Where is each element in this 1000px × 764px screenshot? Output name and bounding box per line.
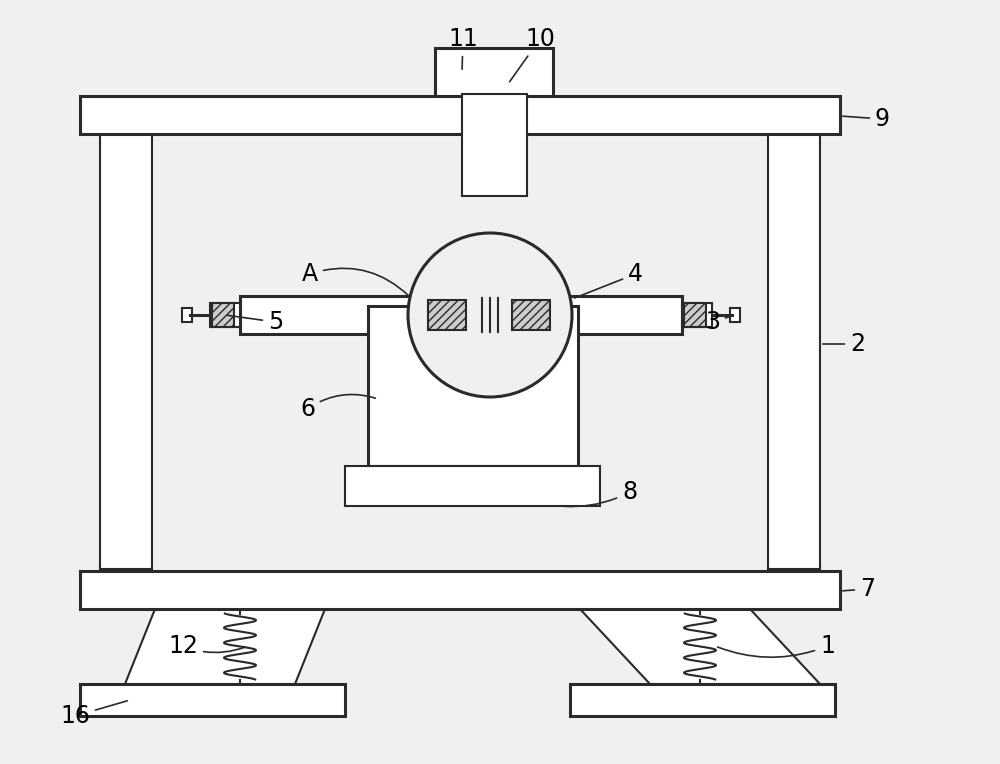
Bar [240, 296, 682, 334]
Text: 7: 7 [843, 577, 875, 601]
Text: 12: 12 [168, 634, 245, 658]
Text: A: A [302, 262, 408, 295]
Text: 2: 2 [823, 332, 865, 356]
Text: 9: 9 [843, 107, 890, 131]
Polygon shape [125, 609, 325, 684]
Text: 11: 11 [448, 27, 478, 70]
Bar [210, 303, 240, 327]
Polygon shape [580, 609, 820, 684]
Bar [570, 684, 835, 716]
Text: 6: 6 [300, 394, 375, 421]
Bar [435, 48, 553, 96]
Bar [80, 96, 840, 134]
Bar [368, 306, 578, 466]
Bar [768, 134, 820, 569]
Bar [682, 303, 712, 327]
Bar [428, 300, 466, 330]
Bar [182, 308, 192, 322]
Bar [80, 684, 345, 716]
Bar [730, 308, 740, 322]
Text: 4: 4 [575, 262, 643, 298]
Bar [80, 571, 840, 609]
Text: 1: 1 [718, 634, 835, 658]
Text: 8: 8 [563, 480, 637, 507]
Text: 5: 5 [228, 310, 283, 334]
Bar [100, 134, 152, 569]
Circle shape [408, 233, 572, 397]
Text: 16: 16 [60, 701, 127, 728]
Bar [684, 303, 706, 327]
Text: 10: 10 [510, 27, 555, 82]
Bar [345, 466, 600, 506]
Bar [462, 94, 527, 196]
Bar [212, 303, 234, 327]
Bar [512, 300, 550, 330]
Text: 3: 3 [705, 310, 732, 334]
